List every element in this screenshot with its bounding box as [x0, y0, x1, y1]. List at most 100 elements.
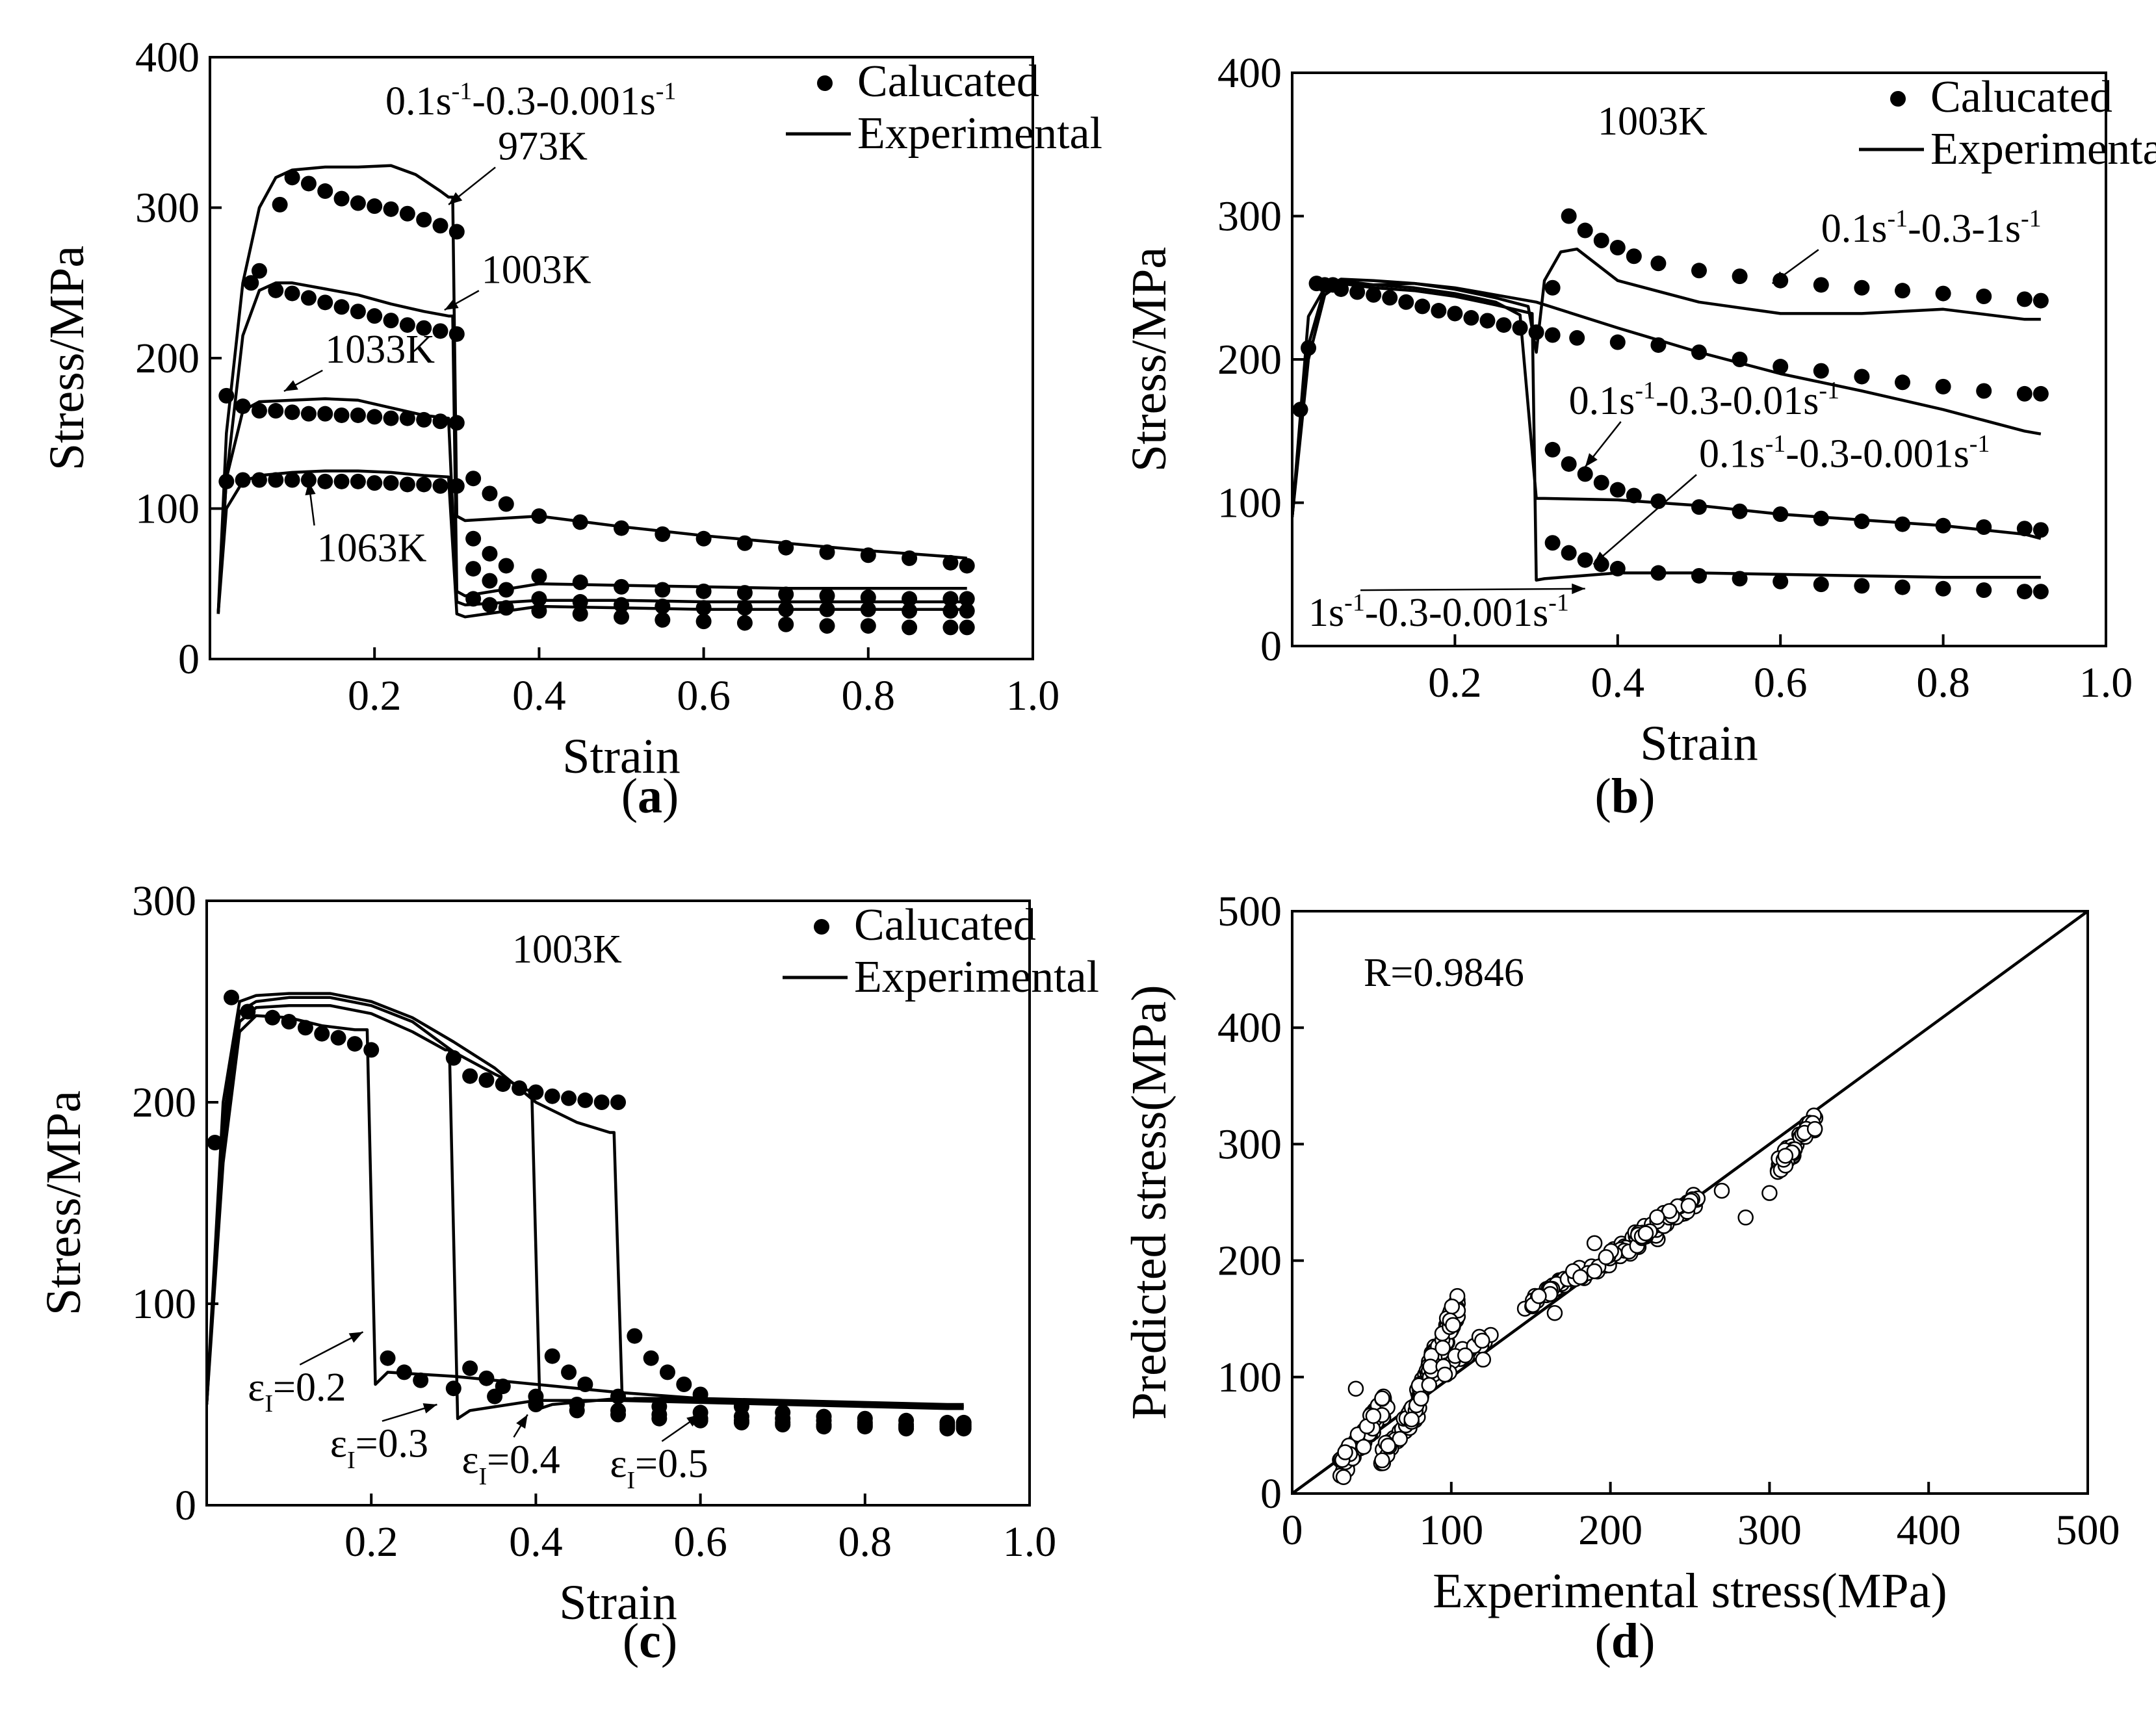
calculated-point: [482, 485, 498, 502]
scatter-point: [1737, 1210, 1754, 1226]
calculated-point: [482, 573, 498, 589]
calculated-point: [1854, 369, 1870, 385]
calculated-point: [610, 1388, 626, 1404]
legend-label-experimental: Experimental: [857, 109, 1102, 159]
calculated-point: [383, 475, 399, 491]
calculated-point: [655, 598, 671, 614]
calculated-point: [399, 205, 415, 222]
annotation-label-eps: ε: [610, 1442, 627, 1486]
calculated-point: [350, 407, 366, 423]
calculated-point: [317, 473, 333, 489]
annotation-label: 0.1s-1​-0.3-0.01s-1​: [1569, 377, 1839, 423]
calculated-point: [528, 1084, 544, 1100]
calculated-point: [819, 588, 835, 604]
annotation-label-unit: s: [1803, 379, 1819, 423]
calculated-point: [531, 591, 547, 607]
calculated-point: [1479, 313, 1496, 329]
calculated-point: [383, 410, 399, 426]
calculated-point: [593, 1094, 610, 1110]
calculated-point: [1813, 510, 1829, 526]
x-tick-label: 0.4: [512, 672, 566, 719]
calculated-point: [1895, 516, 1910, 532]
calculated-point: [1976, 582, 1992, 599]
y-tick-label: 200: [135, 335, 200, 382]
annotation-label-rest: =0.5: [635, 1442, 708, 1486]
calculated-point: [733, 1399, 749, 1415]
calculated-point: [251, 472, 267, 488]
panel-label-close: ): [661, 1614, 677, 1668]
calculated-point: [1650, 565, 1667, 581]
scatter-point: [1374, 1452, 1390, 1469]
calculated-point: [2016, 291, 2033, 307]
scatter-point: [1335, 1469, 1352, 1485]
calculated-point: [333, 473, 350, 489]
calculated-point: [448, 224, 465, 240]
annotation-label: 973K: [498, 124, 588, 168]
annotation-label-part: 1: [1308, 591, 1329, 635]
plot-area: [216, 164, 975, 636]
annotation-arrow-head: [1572, 583, 1585, 595]
calculated-point: [297, 1020, 313, 1036]
calculated-point: [902, 619, 918, 636]
calculated-point: [235, 472, 251, 488]
calculated-point: [317, 406, 333, 422]
calculated-point: [363, 1042, 380, 1058]
calculated-point: [1935, 285, 1951, 302]
calculated-point: [1382, 290, 1398, 306]
x-axis-title: Strain: [559, 1575, 677, 1630]
annotation-label-sup: -1: [1344, 589, 1365, 617]
calculated-point: [1691, 344, 1707, 360]
calculated-point: [1349, 284, 1366, 300]
calculated-point: [942, 619, 959, 636]
calculated-point: [1650, 337, 1667, 353]
calculated-point: [300, 175, 317, 192]
calculated-point: [1593, 232, 1609, 248]
calculated-point: [1935, 378, 1951, 395]
calculated-point: [281, 1014, 297, 1029]
scatter-point: [1457, 1347, 1474, 1364]
annotation-label-unit: s: [1329, 591, 1344, 635]
annotation-label-sub: I: [627, 1467, 635, 1494]
calculated-point: [1813, 363, 1829, 379]
calculated-point: [561, 1090, 577, 1106]
annotation-arrow-head: [686, 1414, 701, 1427]
panel-label-open: (: [623, 1614, 639, 1668]
panel-a: 0.2 0.4 0.6 0.8 1.0 0 100 200 300 400 Strain Stress…: [40, 34, 1102, 823]
calculated-point: [1813, 277, 1829, 293]
calculated-point: [778, 616, 794, 632]
x-tick-label: 0.4: [509, 1518, 563, 1566]
calculated-point: [268, 282, 284, 298]
y-tick-label: 100: [132, 1280, 196, 1328]
y-tick-label: 100: [135, 485, 200, 533]
calculated-point: [569, 1397, 585, 1412]
x-axis-title: Strain: [562, 729, 681, 784]
calculated-point: [218, 387, 235, 404]
panel-label-letter: a: [638, 769, 662, 823]
calculated-point: [284, 404, 300, 421]
calculated-point: [498, 582, 514, 598]
scatter-point: [1598, 1249, 1615, 1265]
legend-marker-calculated: [817, 75, 833, 91]
legend-header-unit: s: [436, 79, 452, 123]
calculated-point: [367, 308, 383, 324]
y-tick-label: 300: [1217, 1120, 1282, 1168]
scatter-point: [1572, 1269, 1589, 1286]
scatter-point: [1347, 1380, 1364, 1397]
calculated-point: [300, 406, 317, 422]
calculated-point: [498, 558, 514, 574]
scatter-point: [1380, 1438, 1396, 1454]
calculated-point: [399, 317, 415, 333]
scatter-point: [1422, 1358, 1438, 1375]
scatter-point: [1546, 1304, 1563, 1321]
calculated-point: [1447, 305, 1463, 322]
calculated-point: [367, 409, 383, 425]
calculated-point: [383, 201, 399, 217]
calculated-point: [1895, 579, 1910, 595]
calculated-point: [1895, 283, 1910, 299]
calculated-point: [816, 1408, 832, 1425]
plot-area: [207, 989, 972, 1437]
calculated-point: [317, 183, 333, 200]
calculated-point: [1544, 327, 1561, 343]
annotation-label: 1s-1​-0.3-0.001s-1​: [1308, 589, 1569, 636]
legend-header-sup: -1: [656, 77, 677, 105]
